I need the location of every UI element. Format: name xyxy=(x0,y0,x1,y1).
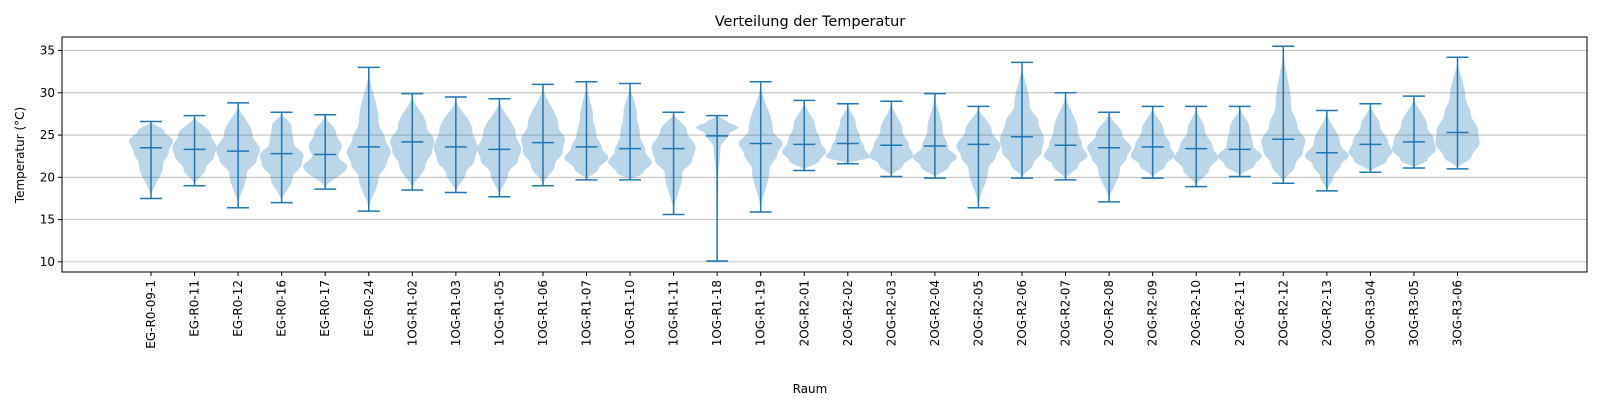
x-tick-label: 3OG-R3-05 xyxy=(1407,280,1421,346)
x-tick-label: EG-R0-09-1 xyxy=(144,280,158,349)
y-axis-label: Temperatur (°C) xyxy=(13,107,27,204)
plot-frame xyxy=(61,36,1588,273)
y-axis: 10 15 20 25 30 35 xyxy=(40,44,62,269)
y-tick-label: 25 xyxy=(40,128,55,142)
x-tick-label: 2OG-R2-13 xyxy=(1320,280,1334,346)
x-tick-label: EG-R0-11 xyxy=(188,280,202,337)
x-tick-label: 1OG-R1-02 xyxy=(405,280,419,346)
x-tick-label: 2OG-R2-09 xyxy=(1146,280,1160,346)
x-tick-label: 1OG-R1-11 xyxy=(667,280,681,346)
grid-lines xyxy=(62,50,1587,263)
x-tick-label: 2OG-R2-01 xyxy=(797,280,811,346)
x-tick-label: 2OG-R2-07 xyxy=(1059,280,1073,346)
x-tick-label: EG-R0-24 xyxy=(362,280,376,337)
x-axis-label: Raum xyxy=(793,382,828,396)
x-tick-label: 2OG-R2-12 xyxy=(1276,280,1290,346)
x-tick-label: 2OG-R2-06 xyxy=(1015,280,1029,346)
x-tick-label: 2OG-R2-11 xyxy=(1233,280,1247,346)
x-tick-label: 1OG-R1-06 xyxy=(536,280,550,346)
x-tick-label: 1OG-R1-19 xyxy=(754,280,768,346)
chart-title: Verteilung der Temperatur xyxy=(715,14,906,30)
x-tick-label: 2OG-R2-04 xyxy=(928,280,942,346)
x-tick-label: 3OG-R3-06 xyxy=(1451,280,1465,346)
x-tick-label: EG-R0-12 xyxy=(231,280,245,337)
x-tick-label: 2OG-R2-10 xyxy=(1189,280,1203,346)
x-tick-label: 2OG-R2-02 xyxy=(841,280,855,346)
x-tick-label: 1OG-R1-05 xyxy=(492,280,506,346)
x-tick-label: 2OG-R2-03 xyxy=(884,280,898,346)
x-axis: EG-R0-09-1 EG-R0-11 EG-R0-12 EG-R0-16 EG-R0-… xyxy=(144,272,1465,349)
x-tick-label: 1OG-R1-03 xyxy=(449,280,463,346)
x-tick-label: 3OG-R3-04 xyxy=(1363,280,1377,346)
x-tick-label: 1OG-R1-18 xyxy=(710,280,724,346)
x-tick-label: 1OG-R1-10 xyxy=(623,280,637,346)
y-tick-label: 20 xyxy=(40,170,55,184)
x-tick-label: EG-R0-17 xyxy=(318,280,332,337)
y-tick-label: 15 xyxy=(40,213,55,227)
x-tick-label: EG-R0-16 xyxy=(275,280,289,337)
y-tick-label: 10 xyxy=(40,255,55,269)
y-tick-label: 35 xyxy=(40,44,55,58)
violins xyxy=(129,45,1480,262)
x-tick-label: 1OG-R1-07 xyxy=(580,280,594,346)
x-tick-label: 2OG-R2-08 xyxy=(1102,280,1116,346)
y-tick-label: 30 xyxy=(40,86,55,100)
x-tick-label: 2OG-R2-05 xyxy=(971,280,985,346)
